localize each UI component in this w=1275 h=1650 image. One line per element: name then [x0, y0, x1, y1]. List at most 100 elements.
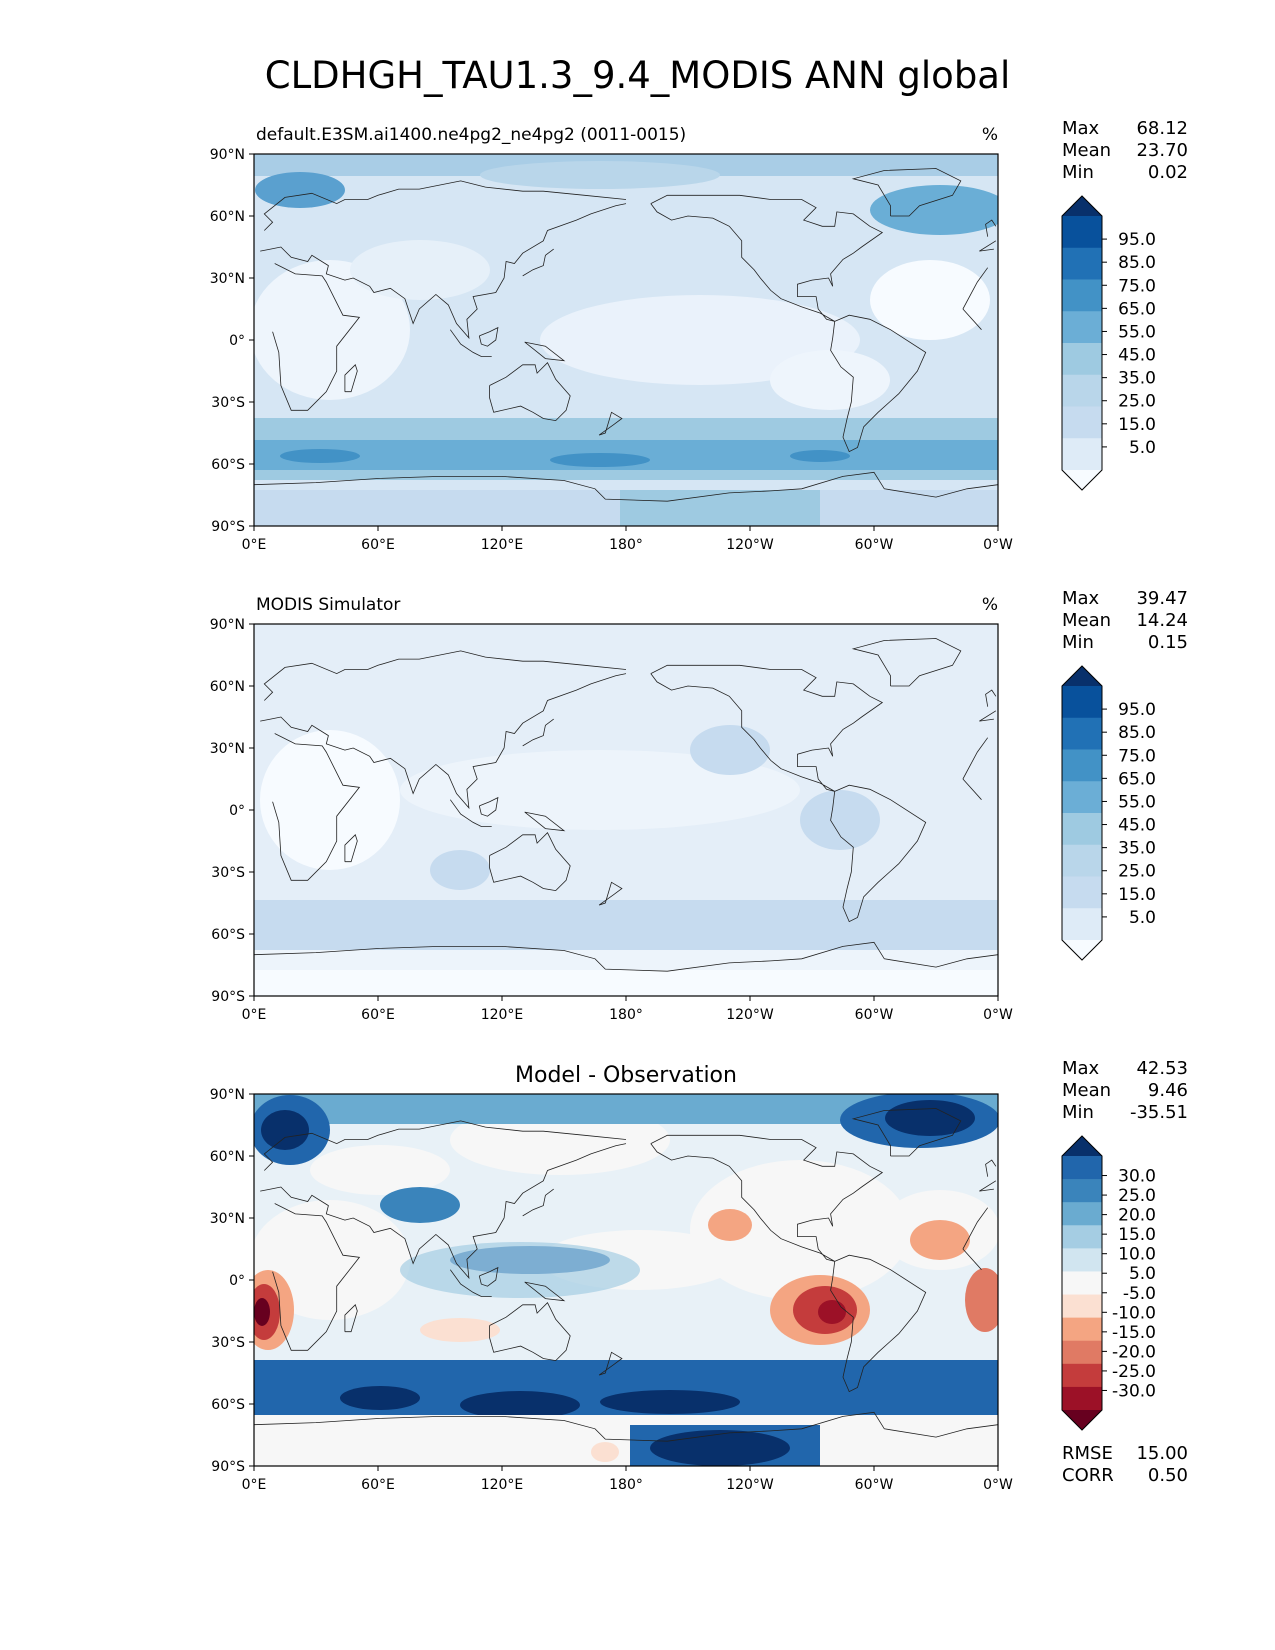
- coastline: [263, 180, 627, 231]
- panel-units: %: [982, 125, 998, 145]
- colorbar: 95.0 85.0 75.0 65.0 55.0 45.0 35.0 25.0 15.0 5.0: [1061, 665, 1156, 961]
- stat-label: Min: [1062, 632, 1094, 653]
- colorbar-segment: [1062, 1317, 1102, 1342]
- footer-stat-value: 0.50: [1148, 1465, 1188, 1486]
- lon-tick-label: 120°E: [481, 1477, 524, 1493]
- coastline: [830, 314, 927, 453]
- colorbar-label: 35.0: [1118, 369, 1156, 389]
- lat-tick-label: 60°S: [211, 457, 245, 473]
- colorbar-label: 45.0: [1118, 816, 1156, 836]
- coastline: [979, 1188, 994, 1192]
- colorbar-extension-min: [1062, 470, 1102, 490]
- colorbar-segment: [1062, 343, 1102, 376]
- colorbar-outline: [1061, 665, 1103, 961]
- colorbar-label: 75.0: [1118, 746, 1156, 766]
- colorbar-label: 35.0: [1118, 839, 1156, 859]
- colorbar-label: -25.0: [1112, 1362, 1156, 1382]
- lat-tick-label: 90°S: [211, 1459, 245, 1475]
- lat-tick-label: 60°N: [210, 1149, 245, 1165]
- stat-value: 0.15: [1148, 632, 1188, 653]
- coastlines: [254, 168, 998, 502]
- colorbar-label: 30.0: [1118, 1167, 1156, 1187]
- lon-tick-label: 120°W: [726, 1477, 774, 1493]
- colorbar-label: 5.0: [1129, 1264, 1156, 1284]
- colorbar-segment: [1062, 1179, 1102, 1203]
- stat-label: Mean: [1062, 140, 1111, 161]
- colorbar-segment: [1062, 749, 1102, 782]
- colorbar-label: -30.0: [1112, 1381, 1156, 1401]
- lat-tick-label: 30°S: [211, 865, 245, 881]
- colorbar-segment: [1062, 813, 1102, 846]
- stat-value: 42.53: [1136, 1058, 1188, 1079]
- map-field-observation: [254, 624, 998, 996]
- coastline: [598, 1351, 623, 1376]
- coastline: [272, 733, 361, 881]
- lat-tick-label: 90°N: [210, 1087, 245, 1103]
- colorbar-label: 55.0: [1118, 322, 1156, 342]
- colorbar-label: -10.0: [1112, 1303, 1156, 1323]
- panel-center-title: Model - Observation: [515, 1063, 737, 1088]
- colorbar-label: 15.0: [1118, 415, 1156, 435]
- coastline: [524, 1281, 566, 1302]
- lat-tick-label: 30°S: [211, 395, 245, 411]
- lat-tick-label: 0°: [229, 1273, 245, 1289]
- panel-left-title: default.E3SM.ai1400.ne4pg2_ne4pg2 (0011-…: [256, 125, 686, 145]
- lon-tick-label: 120°W: [726, 537, 774, 553]
- colorbar-label: 95.0: [1118, 700, 1156, 720]
- stat-value: 39.47: [1136, 588, 1188, 609]
- colorbar-outline: [1061, 195, 1103, 491]
- colorbar-segment: [1062, 311, 1102, 344]
- coastline: [478, 796, 499, 817]
- colorbar-extension-max: [1062, 1136, 1102, 1156]
- coastline: [985, 689, 997, 707]
- stat-value: 23.70: [1136, 140, 1188, 161]
- coastline: [830, 784, 927, 923]
- lon-tick-label: 60°E: [361, 1477, 395, 1493]
- colorbar-label: 20.0: [1118, 1206, 1156, 1226]
- coastline: [344, 834, 358, 863]
- colorbar-segment: [1062, 1202, 1102, 1226]
- lon-tick-label: 120°W: [726, 1007, 774, 1023]
- coastline: [650, 1134, 884, 1262]
- stat-value: 14.24: [1136, 610, 1188, 631]
- coastline: [851, 1108, 962, 1157]
- coastline: [962, 778, 982, 800]
- lon-tick-label: 60°E: [361, 1007, 395, 1023]
- lat-tick-label: 60°N: [210, 679, 245, 695]
- coastline: [962, 737, 989, 780]
- colorbar-segment: [1062, 781, 1102, 814]
- panel-units: %: [982, 595, 998, 615]
- colorbar-label: 15.0: [1118, 885, 1156, 905]
- colorbar-segment: [1062, 374, 1102, 407]
- stat-label: Min: [1062, 1102, 1094, 1123]
- lon-tick-label: 0°W: [983, 1477, 1013, 1493]
- colorbar: 95.0 85.0 75.0 65.0 55.0 45.0 35.0 25.0 15.0 5.0: [1061, 195, 1156, 491]
- lon-tick-label: 120°E: [481, 537, 524, 553]
- lat-tick-label: 30°N: [210, 1211, 245, 1227]
- coastline: [979, 248, 994, 252]
- map-field-difference: [254, 1094, 998, 1466]
- colorbar-extension-min: [1062, 1410, 1102, 1430]
- panel-observation: [254, 624, 998, 996]
- coastline: [489, 362, 571, 422]
- coastline: [260, 673, 627, 810]
- colorbar-segment: [1062, 876, 1102, 909]
- lon-tick-label: 180°: [609, 537, 643, 553]
- coastline: [985, 1159, 997, 1177]
- lon-tick-label: 180°: [609, 1007, 643, 1023]
- colorbar-segment: [1062, 279, 1102, 312]
- panel-model: [254, 154, 998, 526]
- footer-stat-label: RMSE: [1062, 1443, 1113, 1464]
- coastline: [851, 638, 962, 687]
- coastline: [522, 1188, 554, 1217]
- colorbar-label: 85.0: [1118, 253, 1156, 273]
- coastline: [598, 881, 623, 906]
- colorbar-segment: [1062, 844, 1102, 877]
- coastline: [344, 1304, 358, 1333]
- lon-tick-label: 0°E: [242, 1477, 267, 1493]
- lat-tick-label: 60°S: [211, 1397, 245, 1413]
- colorbar-segment: [1062, 717, 1102, 750]
- lat-tick-label: 90°S: [211, 519, 245, 535]
- colorbar-label: 95.0: [1118, 230, 1156, 250]
- coastline: [979, 710, 997, 722]
